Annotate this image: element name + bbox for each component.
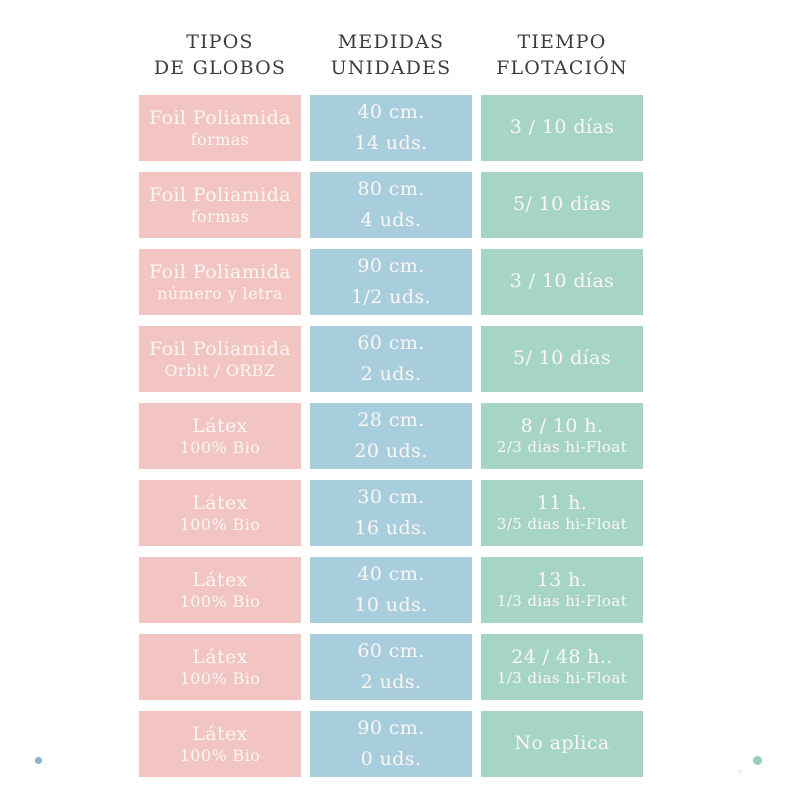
tipo-name: Látex: [192, 491, 248, 514]
medida-size: 40 cm.: [357, 563, 425, 586]
medida-units: 20 uds.: [354, 439, 428, 462]
medida-units: 2 uds.: [360, 362, 422, 385]
header-line: MEDIDAS: [337, 31, 445, 53]
tipo-subtype: formas: [190, 206, 250, 226]
medida-units: 4 uds.: [360, 208, 422, 231]
tiempo-main: 11 h.: [536, 492, 588, 515]
tiempo-cell-row5: 8 / 10 h. 2/3 dias hi-Float: [481, 403, 643, 469]
medida-cell-row3: 90 cm. 1/2 uds.: [310, 249, 472, 315]
medida-size: 60 cm.: [357, 332, 425, 355]
medida-size: 40 cm.: [357, 101, 425, 124]
header-line: DE GLOBOS: [153, 56, 287, 79]
tiempo-main: 5/ 10 días: [512, 347, 612, 370]
tipo-cell-row3: Foil Poliamida número y letra: [139, 249, 301, 315]
tipo-cell-row4: Foil Poliamida Orbit / ORBZ: [139, 326, 301, 392]
tipo-name: Látex: [192, 568, 248, 591]
tipo-subtype: formas: [190, 129, 250, 149]
tipo-cell-row6: Látex 100% Bio: [139, 480, 301, 546]
tipo-cell-row5: Látex 100% Bio: [139, 403, 301, 469]
medida-cell-row2: 80 cm. 4 uds.: [310, 172, 472, 238]
medida-cell-row6: 30 cm. 16 uds.: [310, 480, 472, 546]
tipo-subtype: 100% Bio: [179, 514, 261, 534]
tipo-subtype: 100% Bio: [179, 591, 261, 611]
tipo-cell-row1: Foil Poliamida formas: [139, 95, 301, 161]
tipo-cell-row9: Látex 100% Bio: [139, 711, 301, 777]
tiempo-main: 5/ 10 días: [512, 193, 612, 216]
medida-units: 14 uds.: [354, 131, 428, 154]
tipo-subtype: 100% Bio: [179, 745, 261, 765]
tiempo-extra: 2/3 dias hi-Float: [496, 438, 628, 457]
medida-size: 60 cm.: [357, 640, 425, 663]
tipo-subtype: 100% Bio: [179, 437, 261, 457]
medida-size: 90 cm.: [357, 717, 425, 740]
header-line: TIPOS: [186, 31, 254, 53]
tiempo-extra: 1/3 dias hi-Float: [496, 592, 628, 611]
tipo-name: Látex: [192, 722, 248, 745]
tipo-cell-row8: Látex 100% Bio: [139, 634, 301, 700]
tipo-name: Foil Poliamida: [149, 183, 291, 206]
header-line: UNIDADES: [330, 56, 452, 79]
tipo-subtype: 100% Bio: [179, 668, 261, 688]
decorative-dot-speck: [738, 770, 741, 773]
tipo-cell-row2: Foil Poliamida formas: [139, 172, 301, 238]
tiempo-cell-row2: 5/ 10 días: [481, 172, 643, 238]
tiempo-cell-row6: 11 h. 3/5 dias hi-Float: [481, 480, 643, 546]
medida-cell-row1: 40 cm. 14 uds.: [310, 95, 472, 161]
header-line: FLOTACIÓN: [496, 56, 628, 79]
tipo-name: Foil Poliamida: [149, 337, 291, 360]
medida-cell-row7: 40 cm. 10 uds.: [310, 557, 472, 623]
balloon-info-table: TIPOS DE GLOBOS MEDIDAS UNIDADES TIEMPO …: [139, 26, 643, 777]
tiempo-extra: 3/5 dias hi-Float: [496, 515, 628, 534]
tiempo-extra: 1/3 dias hi-Float: [496, 669, 628, 688]
tiempo-cell-row1: 3 / 10 días: [481, 95, 643, 161]
tipo-name: Foil Poliamida: [149, 106, 291, 129]
medida-size: 80 cm.: [357, 178, 425, 201]
decorative-dot-blue: [35, 757, 42, 764]
medida-cell-row5: 28 cm. 20 uds.: [310, 403, 472, 469]
tipo-name: Látex: [192, 414, 248, 437]
tiempo-cell-row3: 3 / 10 días: [481, 249, 643, 315]
tipo-name: Foil Poliamida: [149, 260, 291, 283]
medida-size: 30 cm.: [357, 486, 425, 509]
header-tipos-de-globos: TIPOS DE GLOBOS: [139, 26, 301, 84]
tiempo-main: 3 / 10 días: [509, 116, 615, 139]
medida-cell-row4: 60 cm. 2 uds.: [310, 326, 472, 392]
medida-units: 16 uds.: [354, 516, 428, 539]
medida-units: 1/2 uds.: [350, 285, 431, 308]
medida-units: 0 uds.: [360, 747, 422, 770]
tipo-subtype: Orbit / ORBZ: [164, 360, 276, 380]
tiempo-main: No aplica: [514, 732, 610, 755]
tiempo-main: 24 / 48 h..: [511, 646, 613, 669]
header-line: TIEMPO: [517, 31, 607, 53]
header-medidas-unidades: MEDIDAS UNIDADES: [310, 26, 472, 84]
tipo-name: Látex: [192, 645, 248, 668]
tiempo-cell-row7: 13 h. 1/3 dias hi-Float: [481, 557, 643, 623]
medida-size: 90 cm.: [357, 255, 425, 278]
tiempo-cell-row9: No aplica: [481, 711, 643, 777]
tiempo-main: 13 h.: [536, 569, 588, 592]
tipo-cell-row7: Látex 100% Bio: [139, 557, 301, 623]
tiempo-cell-row8: 24 / 48 h.. 1/3 dias hi-Float: [481, 634, 643, 700]
tiempo-cell-row4: 5/ 10 días: [481, 326, 643, 392]
header-tiempo-flotacion: TIEMPO FLOTACIÓN: [481, 26, 643, 84]
medida-size: 28 cm.: [357, 409, 425, 432]
medida-cell-row8: 60 cm. 2 uds.: [310, 634, 472, 700]
medida-cell-row9: 90 cm. 0 uds.: [310, 711, 472, 777]
decorative-dot-teal: [753, 756, 762, 765]
medida-units: 2 uds.: [360, 670, 422, 693]
tipo-subtype: número y letra: [157, 283, 283, 303]
medida-units: 10 uds.: [354, 593, 428, 616]
tiempo-main: 3 / 10 días: [509, 270, 615, 293]
tiempo-main: 8 / 10 h.: [520, 415, 604, 438]
